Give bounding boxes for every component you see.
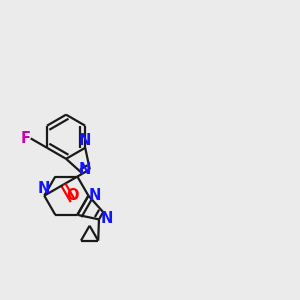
Text: O: O bbox=[67, 188, 79, 203]
Text: N: N bbox=[100, 211, 113, 226]
Text: N: N bbox=[78, 162, 91, 177]
Text: N: N bbox=[79, 133, 92, 148]
Text: F: F bbox=[20, 131, 30, 146]
Text: N: N bbox=[38, 181, 50, 196]
Text: N: N bbox=[89, 188, 101, 203]
